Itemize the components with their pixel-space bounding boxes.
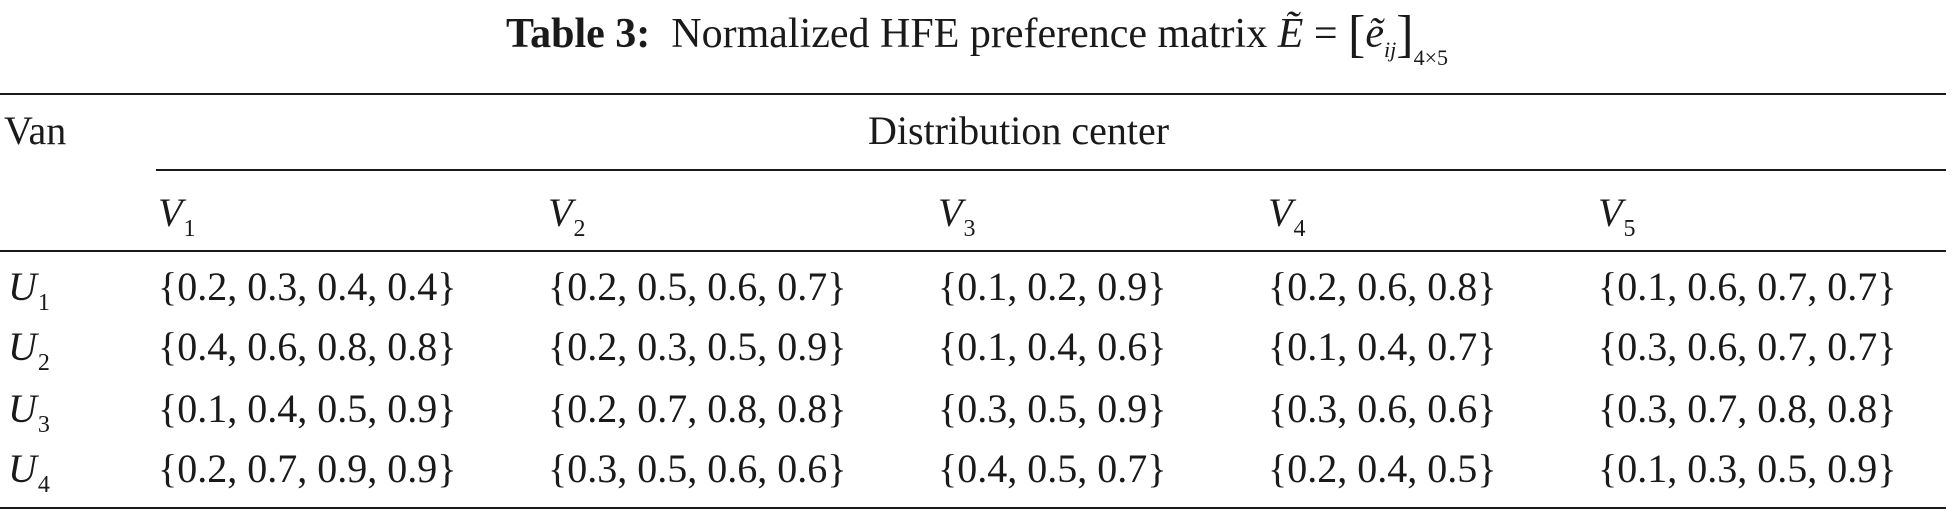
table-caption: Table 3: Normalized HFE preference matri… bbox=[0, 6, 1954, 71]
table-cell: {0.1, 0.3, 0.5, 0.9} bbox=[1598, 446, 1897, 491]
column-header-5: V5 bbox=[1598, 190, 1636, 242]
bottom-rule bbox=[0, 507, 1946, 509]
stub-header: Van bbox=[4, 108, 67, 153]
caption-equals: = bbox=[1313, 11, 1338, 57]
group-rule bbox=[156, 169, 1946, 171]
top-rule bbox=[0, 93, 1946, 95]
table-cell: {0.2, 0.3, 0.5, 0.9} bbox=[548, 324, 847, 369]
caption-element-symbol: ẽ bbox=[1365, 11, 1385, 57]
row-header-4: U4 bbox=[8, 446, 50, 498]
column-header-4: V4 bbox=[1268, 190, 1306, 242]
table-cell: {0.1, 0.4, 0.7} bbox=[1268, 324, 1497, 369]
table-cell: {0.3, 0.6, 0.6} bbox=[1268, 386, 1497, 431]
caption-element-index: ij bbox=[1384, 37, 1397, 62]
caption-label: Table 3: bbox=[505, 11, 651, 57]
table-cell: {0.2, 0.3, 0.4, 0.4} bbox=[158, 264, 457, 309]
table-cell: {0.1, 0.4, 0.6} bbox=[938, 324, 1167, 369]
table-cell: {0.3, 0.6, 0.7, 0.7} bbox=[1598, 324, 1897, 369]
table-cell: {0.3, 0.7, 0.8, 0.8} bbox=[1598, 386, 1897, 431]
table-cell: {0.3, 0.5, 0.6, 0.6} bbox=[548, 446, 847, 491]
table-cell: {0.1, 0.4, 0.5, 0.9} bbox=[158, 386, 457, 431]
caption-dims: 4×5 bbox=[1413, 45, 1449, 70]
table-cell: {0.2, 0.5, 0.6, 0.7} bbox=[548, 264, 847, 309]
header-rule bbox=[0, 250, 1946, 252]
table-cell: {0.2, 0.6, 0.8} bbox=[1268, 264, 1497, 309]
caption-matrix-symbol: Ẽ bbox=[1277, 11, 1304, 57]
column-header-2: V2 bbox=[548, 190, 586, 242]
row-header-2: U2 bbox=[8, 324, 50, 376]
table-cell: {0.4, 0.6, 0.8, 0.8} bbox=[158, 324, 457, 369]
table-cell: {0.4, 0.5, 0.7} bbox=[938, 446, 1167, 491]
table-cell: {0.1, 0.2, 0.9} bbox=[938, 264, 1167, 309]
table-cell: {0.2, 0.7, 0.9, 0.9} bbox=[158, 446, 457, 491]
row-header-1: U1 bbox=[8, 264, 50, 316]
table-cell: {0.2, 0.4, 0.5} bbox=[1268, 446, 1497, 491]
caption-text: Normalized HFE preference matrix bbox=[671, 11, 1268, 57]
table-cell: {0.1, 0.6, 0.7, 0.7} bbox=[1598, 264, 1897, 309]
table-cell: {0.2, 0.7, 0.8, 0.8} bbox=[548, 386, 847, 431]
column-header-1: V1 bbox=[158, 190, 196, 242]
group-header: Distribution center bbox=[868, 108, 1170, 153]
caption-right-bracket: ] bbox=[1396, 6, 1414, 63]
row-header-3: U3 bbox=[8, 386, 50, 438]
caption-left-bracket: [ bbox=[1348, 6, 1366, 63]
column-header-3: V3 bbox=[938, 190, 976, 242]
table-cell: {0.3, 0.5, 0.9} bbox=[938, 386, 1167, 431]
